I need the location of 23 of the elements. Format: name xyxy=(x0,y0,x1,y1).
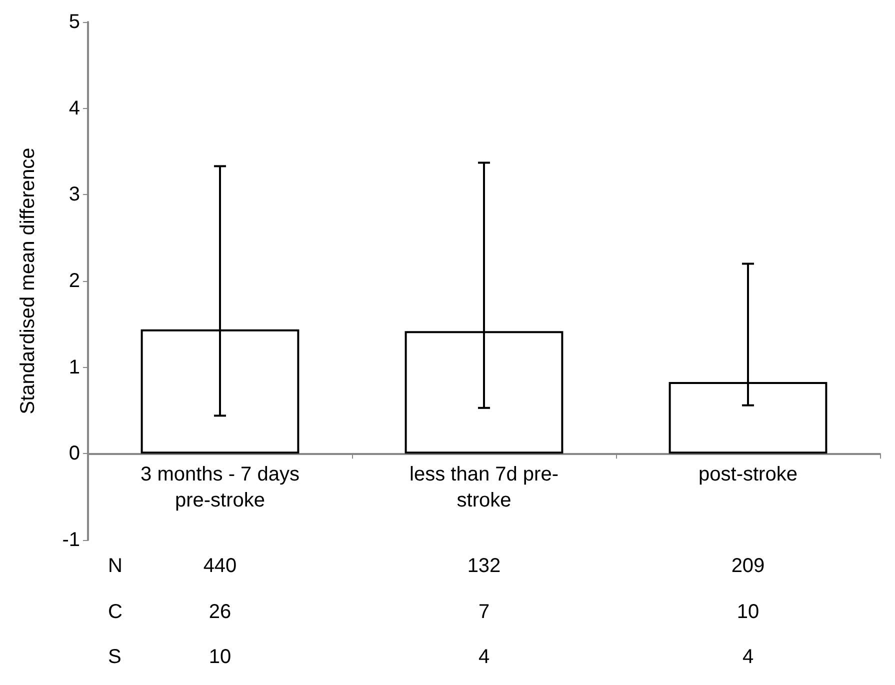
text: 7 xyxy=(478,601,490,623)
text: 4 xyxy=(478,646,490,668)
y-axis-title: Standardised mean difference xyxy=(17,148,39,414)
y-tick-label: 0 xyxy=(68,442,80,465)
y-tick-label: 5 xyxy=(68,11,80,33)
y-tick-label: 4 xyxy=(68,97,80,120)
text: 4 xyxy=(742,646,754,668)
y-tick-label: 1 xyxy=(68,356,80,378)
y-tick-label: 3 xyxy=(68,184,80,206)
y-tick-label: 2 xyxy=(68,270,80,292)
x-tick-label: 3 months - 7 days pre-stroke xyxy=(140,464,300,512)
text: 10 xyxy=(208,646,232,668)
x-tick-label: post-stroke xyxy=(698,464,798,486)
text: 26 xyxy=(208,601,232,623)
text: 10 xyxy=(736,601,760,623)
text: 132 xyxy=(467,555,501,577)
text: N xyxy=(108,555,122,577)
text: S xyxy=(108,646,122,668)
text: C xyxy=(108,601,122,623)
x-tick-label: less than 7d pre- stroke xyxy=(410,464,558,512)
text: 440 xyxy=(203,555,237,577)
y-tick-label: -1 xyxy=(62,529,80,551)
text: 209 xyxy=(731,555,765,577)
